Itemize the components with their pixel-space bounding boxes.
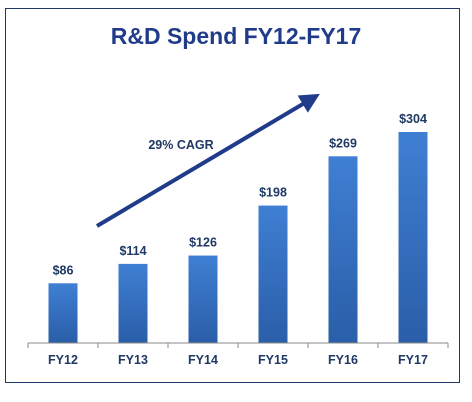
x-axis-tick-labels: FY12 FY13 FY14 FY15 FY16 FY17: [48, 353, 428, 367]
bar-fy17: [398, 132, 428, 343]
chart-frame: [5, 8, 460, 383]
x-tick-label-fy17: FY17: [398, 353, 428, 367]
x-tick-label-fy12: FY12: [48, 353, 78, 367]
x-tick-label-fy16: FY16: [328, 353, 358, 367]
data-label-fy14: $126: [189, 236, 217, 250]
chart-title: R&D Spend FY12-FY17: [111, 23, 362, 49]
bar-fy15: [258, 205, 288, 343]
bar-fy16: [328, 156, 358, 343]
cagr-annotation: 29% CAGR: [148, 138, 213, 152]
data-label-fy12: $86: [53, 263, 74, 277]
data-label-fy13: $114: [119, 244, 146, 258]
bar-fy13: [118, 263, 148, 343]
x-tick-label-fy14: FY14: [188, 353, 218, 367]
bars-group: [48, 132, 428, 343]
value-labels-group: $86 $114 $126 $198 $269 $304: [53, 112, 427, 277]
bar-fy12: [48, 283, 78, 343]
data-label-fy15: $198: [259, 186, 287, 200]
trend-arrow: [95, 93, 320, 228]
data-label-fy16: $269: [329, 136, 357, 150]
bar-fy14: [188, 255, 218, 343]
x-tick-label-fy13: FY13: [118, 353, 148, 367]
data-label-fy17: $304: [399, 112, 427, 126]
x-tick-label-fy15: FY15: [258, 353, 288, 367]
x-axis-ticks: [27, 343, 449, 348]
